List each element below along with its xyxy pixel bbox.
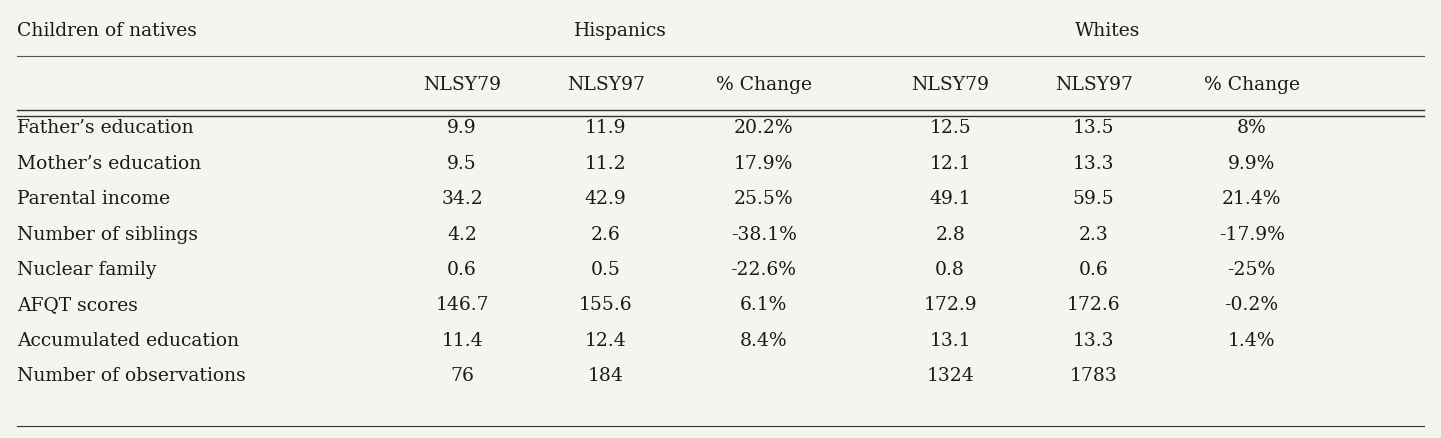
Text: 155.6: 155.6 (579, 297, 633, 314)
Text: AFQT scores: AFQT scores (17, 297, 138, 314)
Text: NLSY97: NLSY97 (566, 76, 644, 94)
Text: 9.5: 9.5 (447, 155, 477, 173)
Text: -25%: -25% (1228, 261, 1275, 279)
Text: Number of siblings: Number of siblings (17, 226, 197, 244)
Text: 0.6: 0.6 (447, 261, 477, 279)
Text: 1324: 1324 (927, 367, 974, 385)
Text: 34.2: 34.2 (441, 190, 483, 208)
Text: Number of observations: Number of observations (17, 367, 246, 385)
Text: 9.9: 9.9 (447, 119, 477, 137)
Text: % Change: % Change (716, 76, 811, 94)
Text: 12.4: 12.4 (585, 332, 627, 350)
Text: 172.6: 172.6 (1066, 297, 1121, 314)
Text: Accumulated education: Accumulated education (17, 332, 239, 350)
Text: 6.1%: 6.1% (739, 297, 787, 314)
Text: Children of natives: Children of natives (17, 22, 197, 40)
Text: 17.9%: 17.9% (733, 155, 793, 173)
Text: 9.9%: 9.9% (1228, 155, 1275, 173)
Text: NLSY97: NLSY97 (1055, 76, 1133, 94)
Text: 59.5: 59.5 (1074, 190, 1114, 208)
Text: 0.6: 0.6 (1079, 261, 1108, 279)
Text: NLSY79: NLSY79 (424, 76, 501, 94)
Text: Mother’s education: Mother’s education (17, 155, 202, 173)
Text: 1783: 1783 (1069, 367, 1118, 385)
Text: Father’s education: Father’s education (17, 119, 193, 137)
Text: 184: 184 (588, 367, 624, 385)
Text: 2.6: 2.6 (591, 226, 621, 244)
Text: 12.5: 12.5 (929, 119, 971, 137)
Text: 25.5%: 25.5% (733, 190, 794, 208)
Text: 13.1: 13.1 (929, 332, 971, 350)
Text: 2.3: 2.3 (1079, 226, 1108, 244)
Text: 21.4%: 21.4% (1222, 190, 1281, 208)
Text: -38.1%: -38.1% (731, 226, 797, 244)
Text: -17.9%: -17.9% (1219, 226, 1284, 244)
Text: 13.3: 13.3 (1074, 155, 1114, 173)
Text: Nuclear family: Nuclear family (17, 261, 157, 279)
Text: 172.9: 172.9 (924, 297, 977, 314)
Text: 2.8: 2.8 (935, 226, 965, 244)
Text: 8%: 8% (1236, 119, 1267, 137)
Text: 13.3: 13.3 (1074, 332, 1114, 350)
Text: 146.7: 146.7 (435, 297, 488, 314)
Text: NLSY79: NLSY79 (911, 76, 989, 94)
Text: 0.5: 0.5 (591, 261, 621, 279)
Text: 49.1: 49.1 (929, 190, 971, 208)
Text: 42.9: 42.9 (585, 190, 627, 208)
Text: 12.1: 12.1 (929, 155, 971, 173)
Text: 4.2: 4.2 (447, 226, 477, 244)
Text: -22.6%: -22.6% (731, 261, 797, 279)
Text: 11.9: 11.9 (585, 119, 627, 137)
Text: Parental income: Parental income (17, 190, 170, 208)
Text: Whites: Whites (1075, 22, 1141, 40)
Text: % Change: % Change (1203, 76, 1300, 94)
Text: 11.2: 11.2 (585, 155, 627, 173)
Text: 0.8: 0.8 (935, 261, 965, 279)
Text: 76: 76 (450, 367, 474, 385)
Text: Hispanics: Hispanics (574, 22, 666, 40)
Text: -0.2%: -0.2% (1225, 297, 1278, 314)
Text: 1.4%: 1.4% (1228, 332, 1275, 350)
Text: 20.2%: 20.2% (733, 119, 794, 137)
Text: 11.4: 11.4 (441, 332, 483, 350)
Text: 13.5: 13.5 (1074, 119, 1114, 137)
Text: 8.4%: 8.4% (739, 332, 787, 350)
